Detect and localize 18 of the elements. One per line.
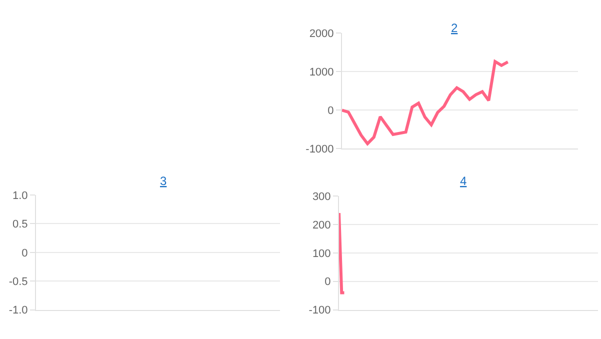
y-tick-label: 2000 (309, 28, 334, 40)
y-tick-label: -1.0 (8, 304, 28, 317)
y-tick-label: 200 (312, 219, 331, 232)
chart-title: 2 (451, 21, 458, 35)
y-tick-label: 100 (312, 248, 331, 260)
y-tick-label: 0 (324, 276, 331, 288)
y-tick-label: 0 (22, 247, 28, 260)
y-tick-label: 1.0 (12, 190, 28, 202)
y-tick-label: -1000 (306, 144, 334, 156)
y-tick-label: -100 (308, 304, 331, 317)
y-tick-label: 1000 (309, 66, 334, 78)
chart-title: 4 (460, 174, 467, 188)
y-tick-label: 300 (312, 190, 331, 203)
y-tick-label: -0.5 (8, 276, 28, 288)
y-tick-label: 0 (328, 104, 334, 117)
y-tick-label: 0.5 (12, 218, 28, 231)
chart-title: 3 (160, 174, 167, 188)
line-series (342, 60, 510, 146)
